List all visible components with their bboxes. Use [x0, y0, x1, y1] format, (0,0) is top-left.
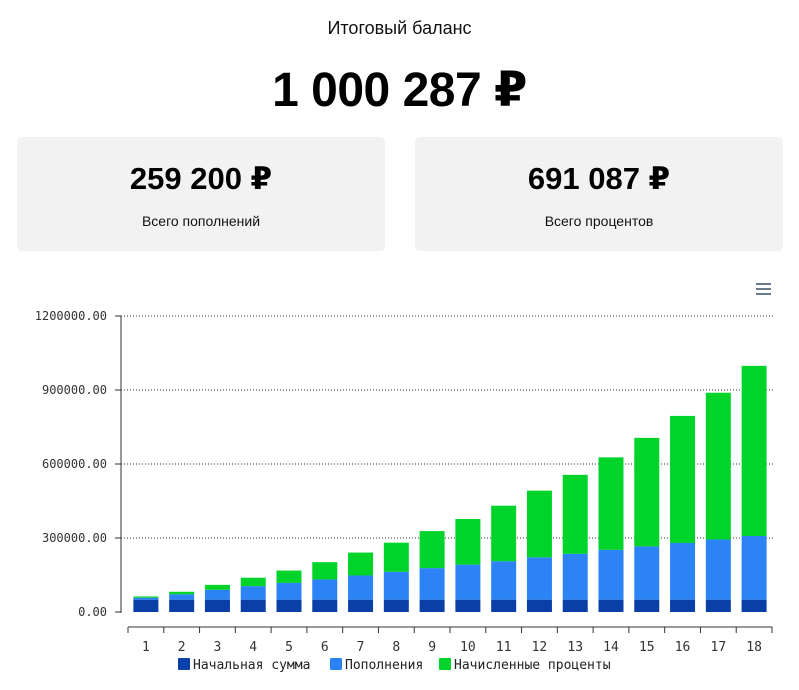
bar-initial [419, 599, 445, 612]
x-tick-label: 17 [711, 640, 727, 655]
bar-deposits [491, 561, 517, 600]
bar-interest [634, 437, 660, 547]
bar-initial [634, 599, 660, 612]
x-tick-label: 8 [392, 640, 400, 655]
interest-card: 691 087 ₽ Всего процентов [415, 137, 783, 251]
bar-deposits [240, 586, 266, 600]
bar-deposits [133, 597, 159, 600]
bar-initial [240, 599, 266, 612]
bar-interest [348, 552, 374, 576]
menu-line [756, 288, 771, 290]
bar-initial [312, 599, 338, 612]
x-tick-label: 11 [496, 640, 512, 655]
bar-initial [276, 599, 302, 612]
bar-deposits [455, 564, 481, 600]
bar-deposits [276, 582, 302, 600]
bar-initial [133, 599, 159, 612]
stacked-bar-chart: 0.00 300000.00 600000.00 900000.00 1200000.0… [35, 309, 773, 673]
x-tick-label: 7 [357, 640, 365, 655]
menu-line [756, 293, 771, 295]
bar-interest [169, 591, 195, 595]
legend-deposits-swatch[interactable] [330, 658, 342, 670]
legend-deposits-label[interactable]: Пополнения [345, 658, 423, 673]
bar-deposits [419, 568, 445, 600]
bar-interest [240, 577, 266, 587]
bar-interest [419, 531, 445, 569]
bar-interest [598, 457, 624, 550]
balance-title: Итоговый баланс [327, 18, 472, 38]
bar-initial [705, 599, 731, 612]
bar-initial [598, 599, 624, 612]
interest-label: Всего процентов [544, 213, 654, 229]
bar-initial [670, 599, 696, 612]
hamburger-menu-icon[interactable] [754, 280, 774, 298]
x-tick-label: 1 [142, 640, 150, 655]
y-tick-label: 900000.00 [42, 383, 107, 397]
bar-initial [562, 599, 588, 612]
total-balance-value: 1 000 287 ₽ [272, 64, 527, 117]
x-tick-label: 5 [285, 640, 293, 655]
bar-deposits [348, 575, 374, 600]
bar-deposits [598, 549, 624, 600]
legend-initial-label[interactable]: Начальная сумма [193, 658, 310, 673]
x-tick-label: 18 [746, 640, 762, 655]
bar-initial [383, 599, 409, 612]
x-tick-label: 2 [178, 640, 186, 655]
bar-interest [383, 542, 409, 572]
x-tick-label: 16 [675, 640, 691, 655]
bar-initial [526, 599, 552, 612]
bar-deposits [670, 542, 696, 600]
bar-deposits [634, 546, 660, 600]
bar-interest [491, 505, 517, 562]
bar-initial [204, 599, 230, 612]
bar-interest [670, 415, 696, 543]
legend-initial-swatch[interactable] [178, 658, 190, 670]
x-tick-label: 14 [603, 640, 619, 655]
bar-deposits [526, 557, 552, 600]
x-tick-label: 9 [428, 640, 436, 655]
bar-interest [741, 365, 767, 537]
bar-deposits [705, 539, 731, 600]
x-tick-label: 12 [532, 640, 548, 655]
bar-interest [562, 474, 588, 554]
x-tick-label: 10 [460, 640, 476, 655]
y-tick-label: 1200000.00 [35, 309, 107, 323]
bar-interest [526, 490, 552, 558]
bar-deposits [204, 589, 230, 600]
bar-initial [455, 599, 481, 612]
bar-deposits [383, 571, 409, 600]
bar-interest [276, 570, 302, 583]
x-tick-label: 4 [249, 640, 257, 655]
bar-initial [169, 599, 195, 612]
x-tick-label: 6 [321, 640, 329, 655]
bar-deposits [312, 579, 338, 600]
bar-interest [455, 519, 481, 565]
bar-interest [705, 392, 731, 540]
bar-initial [741, 599, 767, 612]
bar-initial [491, 599, 517, 612]
legend-interest-label[interactable]: Начисленные проценты [454, 658, 611, 673]
bar-interest [204, 584, 230, 590]
y-tick-label: 0.00 [78, 605, 107, 619]
bar-initial [348, 599, 374, 612]
x-tick-label: 3 [214, 640, 222, 655]
bar-deposits [562, 553, 588, 600]
bar-interest [133, 596, 159, 598]
x-tick-label: 13 [567, 640, 583, 655]
y-tick-label: 300000.00 [42, 531, 107, 545]
legend-interest-swatch[interactable] [439, 658, 451, 670]
x-tick-label: 15 [639, 640, 655, 655]
bar-interest [312, 562, 338, 580]
menu-line [756, 283, 771, 285]
deposits-label: Всего пополнений [141, 213, 261, 229]
bar-deposits [169, 594, 195, 600]
bar-deposits [741, 536, 767, 600]
deposits-amount: 259 200 ₽ [129, 161, 273, 196]
deposits-card: 259 200 ₽ Всего пополнений [17, 137, 385, 251]
y-tick-label: 600000.00 [42, 457, 107, 471]
interest-amount: 691 087 ₽ [527, 161, 671, 196]
